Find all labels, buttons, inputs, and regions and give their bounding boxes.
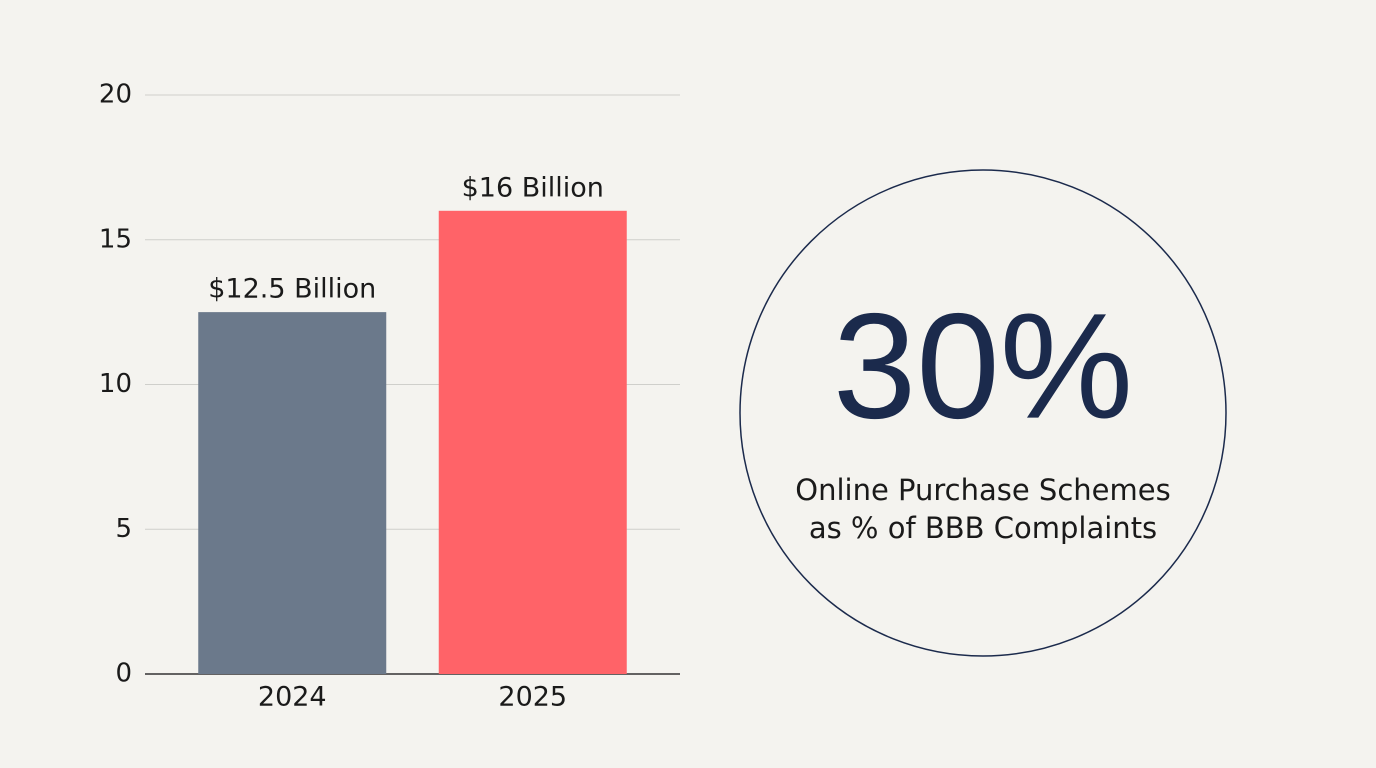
value-label: $16 Billion: [462, 172, 604, 203]
y-tick-label: 0: [115, 659, 132, 689]
y-tick-label: 20: [99, 80, 132, 110]
callout-stat: 30%: [833, 282, 1133, 450]
callout-caption: Online Purchase Schemes: [795, 473, 1170, 507]
callout-circle: [739, 169, 1227, 657]
bar: [438, 210, 627, 675]
x-tick-label: 2025: [498, 682, 567, 713]
bar: [198, 312, 387, 674]
value-label: $12.5 Billion: [208, 274, 376, 305]
y-tick-label: 5: [115, 514, 132, 544]
x-tick-label: 2024: [258, 682, 327, 713]
callout-caption: as % of BBB Complaints: [809, 511, 1157, 545]
y-tick-label: 10: [99, 369, 132, 399]
y-tick-label: 15: [99, 224, 132, 254]
